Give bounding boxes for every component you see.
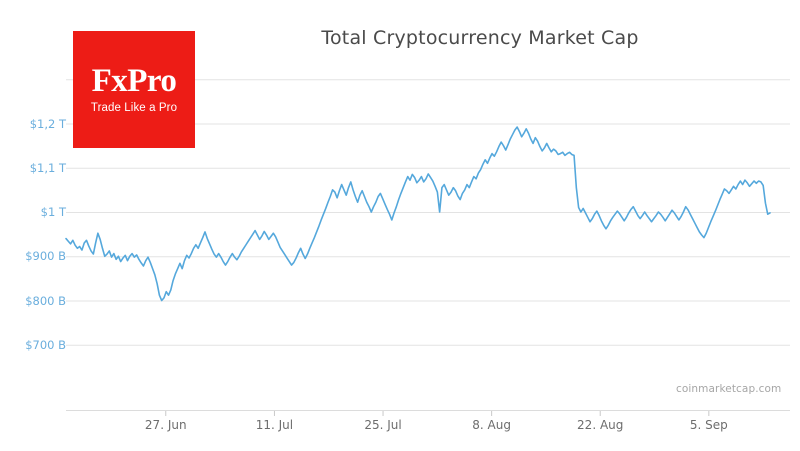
fxpro-tagline: Trade Like a Pro (90, 101, 178, 114)
fxpro-logo: FxPro Trade Like a Pro (73, 31, 195, 148)
x-axis-tick-label: 22. Aug (577, 418, 624, 432)
source-watermark: coinmarketcap.com (676, 383, 782, 395)
x-axis-tick-label: 5. Sep (689, 418, 728, 432)
x-axis-tick-label: 25. Jul (364, 418, 402, 432)
x-axis-tick-label: 11. Jul (255, 418, 294, 432)
y-axis-labels: $1,2 T $1,1 T $1 T $900 B $800 B $700 B (0, 0, 66, 451)
y-axis-tick-label: $700 B (25, 337, 66, 352)
y-axis-tick-label: $900 B (25, 249, 66, 264)
page-title: Total Cryptocurrency Market Cap (321, 27, 639, 49)
y-axis-tick-label: $800 B (25, 293, 66, 308)
x-axis-tick-label: 27. Jun (144, 418, 187, 432)
fxpro-wordmark: FxPro (91, 62, 177, 99)
y-axis-tick-label: $1 T (40, 205, 66, 219)
x-axis-tick-label: 8. Aug (472, 418, 511, 432)
y-axis-tick-label: $1,2 T (29, 116, 66, 131)
market-cap-line-series (65, 126, 771, 302)
y-axis-tick-label: $1,1 T (29, 160, 66, 175)
